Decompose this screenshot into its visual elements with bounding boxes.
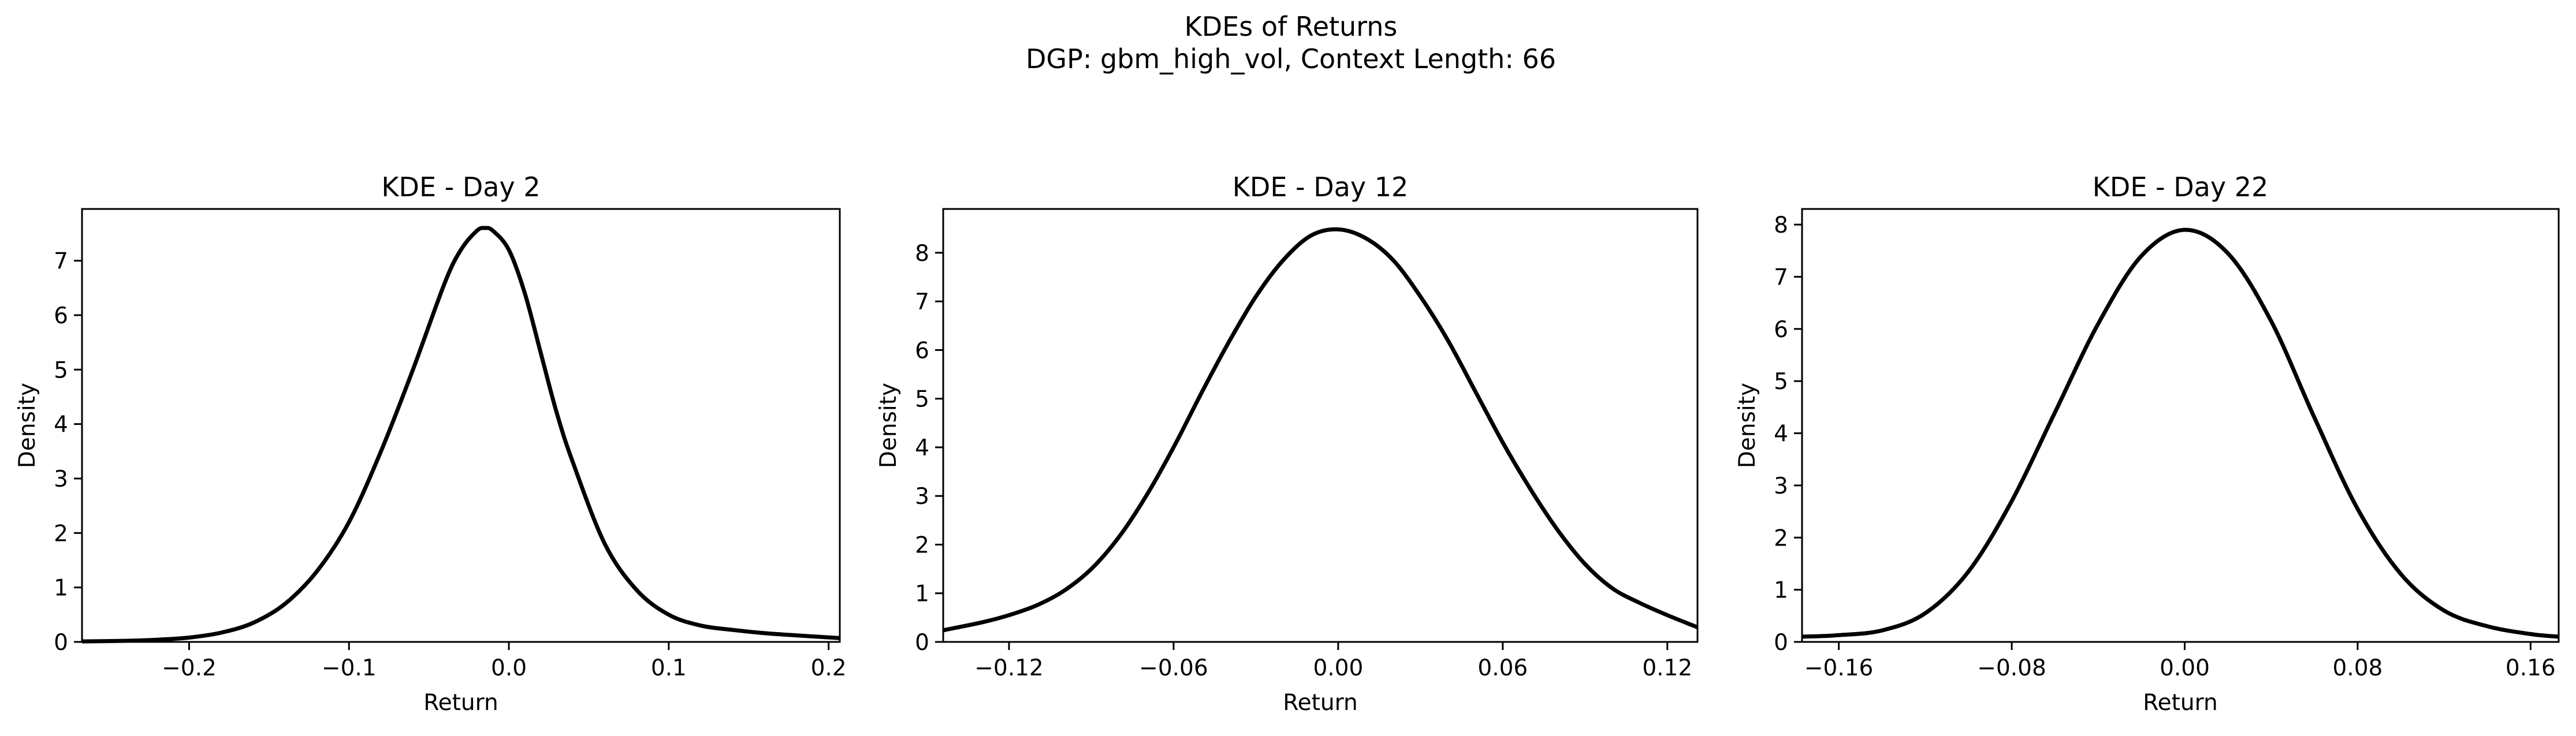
x-axis-label: Return [1283,690,1357,716]
y-tick-label: 7 [1774,264,1788,290]
subplot-day-12: KDE - Day 12 Return Density −0.12 −0.06 0.… [876,171,1699,716]
y-tick-label: 4 [915,435,929,461]
axes-frame [1801,208,2560,643]
subplot-title: KDE - Day 22 [2093,171,2268,203]
x-tick-label: −0.2 [162,655,217,681]
y-tick-label: 0 [915,630,929,656]
x-tick-label: −0.08 [1977,655,2046,681]
axes-frame [81,208,841,643]
x-tick-label: 0.00 [2160,655,2210,681]
y-tick-label: 0 [1774,630,1788,656]
y-tick-label: 4 [1774,421,1788,447]
y-tick-label: 3 [1774,473,1788,499]
y-tick-label: 2 [54,521,68,547]
x-tick-label: −0.12 [974,655,1044,681]
y-tick-label: 7 [915,289,929,315]
y-tick-label: 6 [915,338,929,364]
y-tick-label: 5 [54,357,68,383]
x-tick-label: 0.06 [1477,655,1528,681]
y-tick-label: 2 [915,532,929,558]
subplot-title: KDE - Day 12 [1233,171,1408,203]
x-axis-label: Return [2143,690,2217,716]
x-tick-label: 0.1 [651,655,687,681]
y-axis-label: Density [14,383,40,468]
x-tick-label: 0.12 [1642,655,1692,681]
y-tick-label: 6 [54,303,68,329]
y-tick-label: 3 [915,484,929,510]
figure-subtitle: DGP: gbm_high_vol, Context Length: 66 [1026,43,1556,74]
y-tick-label: 4 [54,412,68,438]
x-tick-label: 0.08 [2332,655,2383,681]
y-tick-label: 0 [54,630,68,656]
y-tick-label: 3 [54,466,68,492]
y-tick-label: 5 [1774,369,1788,395]
y-axis-label: Density [1734,383,1760,468]
y-tick-label: 1 [915,581,929,607]
y-tick-label: 7 [54,249,68,275]
axes-frame [942,208,1699,643]
x-tick-label: 0.16 [2506,655,2556,681]
kde-curve [1801,227,2559,639]
subplot-title: KDE - Day 2 [381,171,540,203]
x-tick-label: 0.2 [811,655,847,681]
y-tick-label: 8 [915,241,929,267]
x-tick-label: 0.00 [1313,655,1363,681]
kde-curve [943,227,1699,633]
y-tick-label: 1 [54,576,68,601]
y-axis-label: Density [876,383,902,468]
x-tick-label: −0.1 [322,655,377,681]
x-tick-label: 0.0 [491,655,527,681]
kde-curve [81,226,840,644]
subplot-day-2: KDE - Day 2 Return Density −0.2 −0.1 0.0 0.… [14,171,847,716]
subplot-day-22: KDE - Day 22 Return Density −0.16 −0.08 0.… [1734,171,2560,716]
x-tick-label: −0.06 [1139,655,1208,681]
y-tick-label: 6 [1774,317,1788,343]
y-tick-label: 8 [1774,212,1788,238]
y-tick-label: 5 [915,387,929,413]
x-tick-label: −0.16 [1804,655,1874,681]
y-tick-label: 1 [1774,578,1788,604]
x-axis-label: Return [423,690,498,716]
figure-title: KDEs of Returns [1185,11,1398,42]
y-tick-label: 2 [1774,525,1788,551]
